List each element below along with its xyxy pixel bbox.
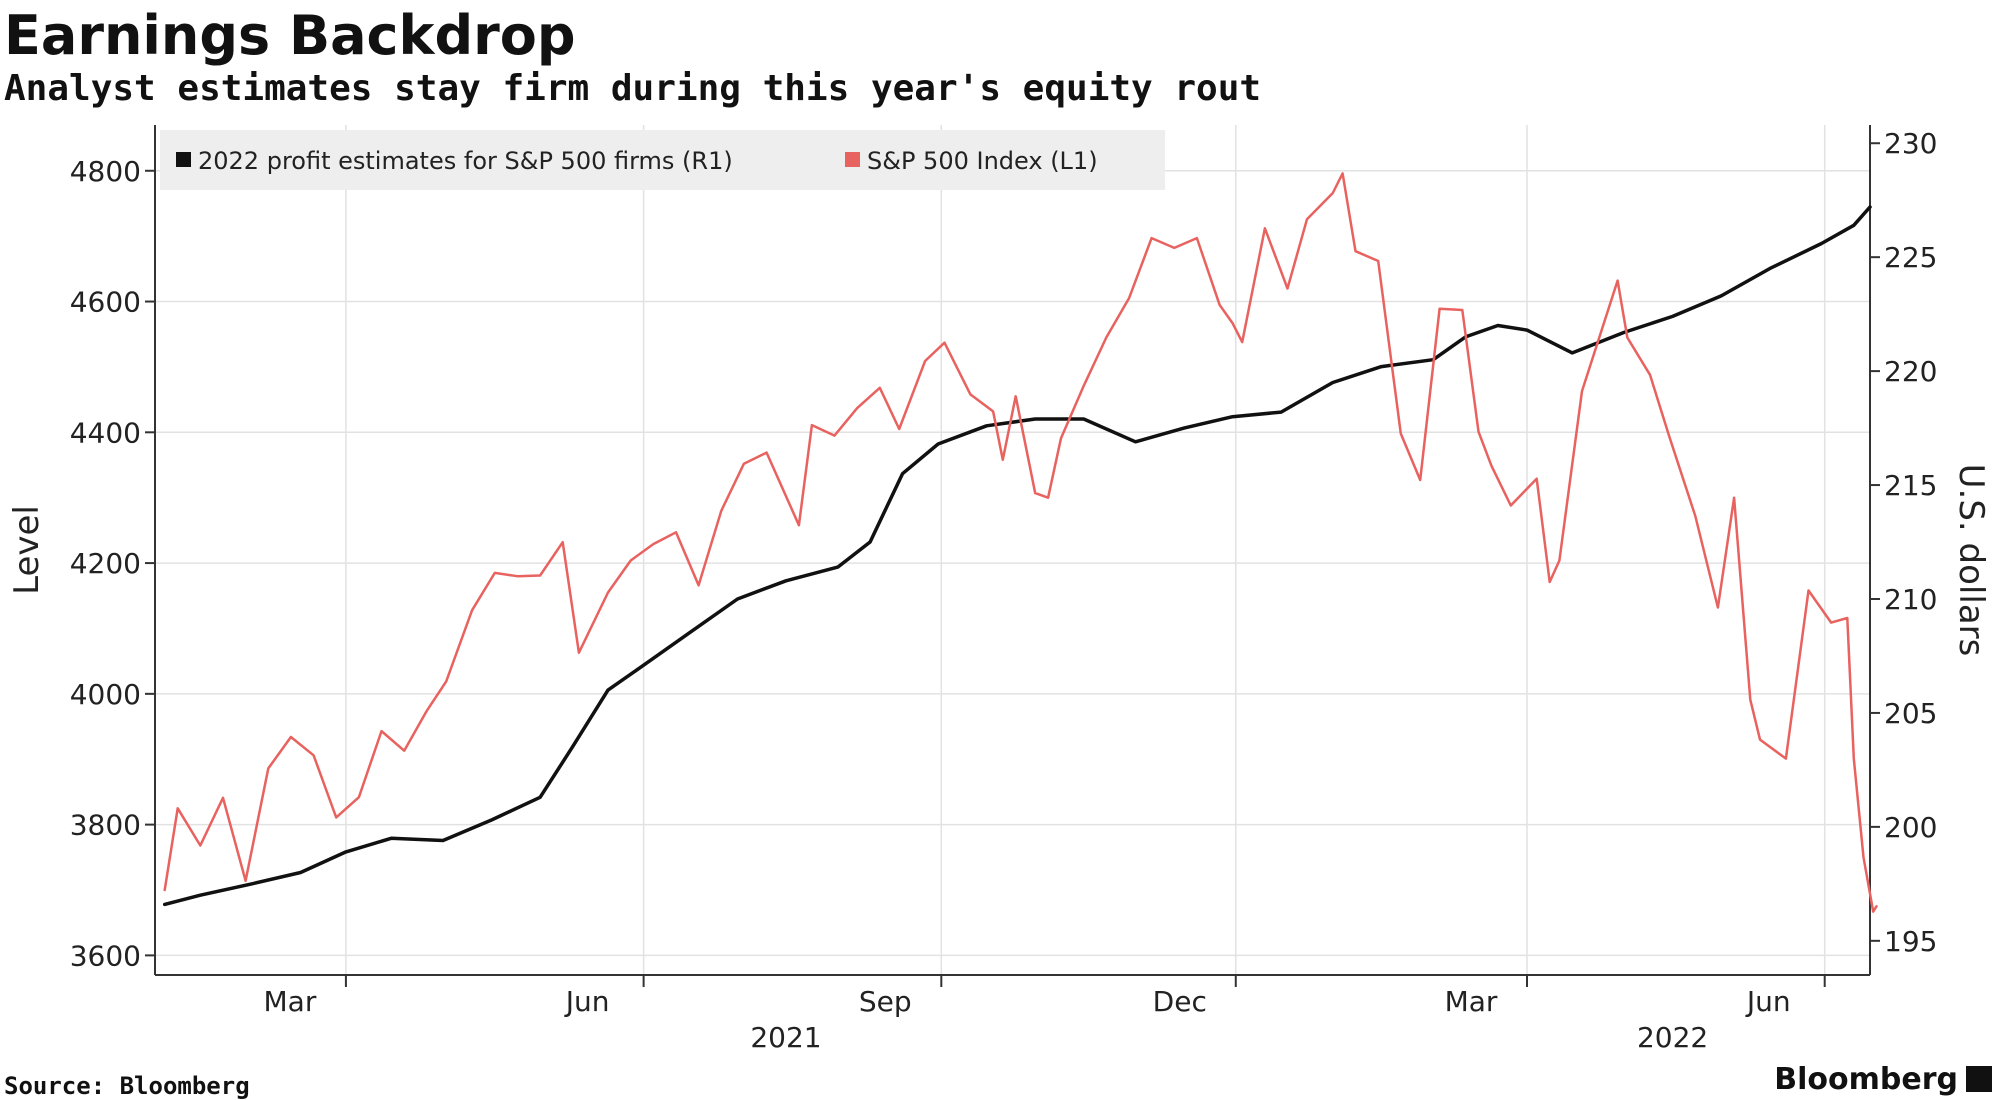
- right-axis-tick-label: 195: [1884, 925, 1937, 958]
- bloomberg-logo-icon: [1966, 1066, 1992, 1092]
- axes: [154, 125, 1871, 976]
- left-axis-tick-label: 4000: [70, 678, 141, 711]
- series-line-profit-estimates: [162, 205, 1872, 907]
- right-axis-tick-label: 200: [1884, 811, 1937, 844]
- right-axis-title: U.S. dollars: [1951, 464, 1991, 657]
- right-axis-tick-label: 225: [1884, 241, 1937, 274]
- legend: 2022 profit estimates for S&P 500 firms …: [160, 130, 1165, 190]
- right-axis-tick-label: 215: [1884, 469, 1937, 502]
- gridlines: [155, 125, 1870, 975]
- right-axis-tick-label: 220: [1884, 355, 1937, 388]
- legend-swatch-index: [845, 152, 860, 167]
- x-axis-tick-label: Jun: [1745, 985, 1791, 1018]
- legend-background: [160, 130, 1165, 190]
- x-axis-tick-label: Mar: [1445, 985, 1498, 1018]
- chart-subtitle: Analyst estimates stay firm during this …: [4, 68, 1262, 109]
- x-axis-year-label: 2021: [750, 1021, 821, 1054]
- x-axis-tick-label: Sep: [859, 985, 912, 1018]
- x-axis-tick-label: Dec: [1153, 985, 1207, 1018]
- series-line-sp500-index: [163, 172, 1878, 913]
- source-note: Source: Bloomberg: [4, 1072, 250, 1100]
- x-axis-tick-label: Mar: [264, 985, 317, 1018]
- right-axis-tick-label: 210: [1884, 583, 1937, 616]
- left-axis-tick-label: 4800: [70, 155, 141, 188]
- right-axis-ticks: 195 200 205 210 215 220 225 230: [1870, 127, 1937, 958]
- legend-label-estimates: 2022 profit estimates for S&P 500 firms …: [198, 147, 733, 175]
- right-axis-tick-label: 205: [1884, 697, 1937, 730]
- legend-swatch-estimates: [176, 152, 191, 167]
- brand-logo: Bloomberg: [1774, 1062, 1992, 1097]
- left-axis-tick-label: 4200: [70, 547, 141, 580]
- left-axis-tick-label: 4400: [70, 416, 141, 449]
- chart-title: Earnings Backdrop: [4, 4, 576, 67]
- left-axis-tick-label: 4600: [70, 286, 141, 319]
- right-axis-tick-label: 230: [1884, 127, 1937, 160]
- x-axis-ticks: Mar Jun Sep Dec Mar Jun 2021 2022: [264, 975, 1826, 1054]
- left-axis-ticks: 3600 3800 4000 4200 4400 4600 4800: [70, 155, 155, 972]
- left-axis-tick-label: 3800: [70, 809, 141, 842]
- series: [162, 172, 1878, 913]
- x-axis-year-label: 2022: [1637, 1021, 1708, 1054]
- left-axis-title: Level: [7, 505, 47, 595]
- brand-name: Bloomberg: [1774, 1062, 1958, 1097]
- x-axis-tick-label: Jun: [564, 985, 610, 1018]
- left-axis-tick-label: 3600: [70, 939, 141, 972]
- legend-label-index: S&P 500 Index (L1): [867, 147, 1098, 175]
